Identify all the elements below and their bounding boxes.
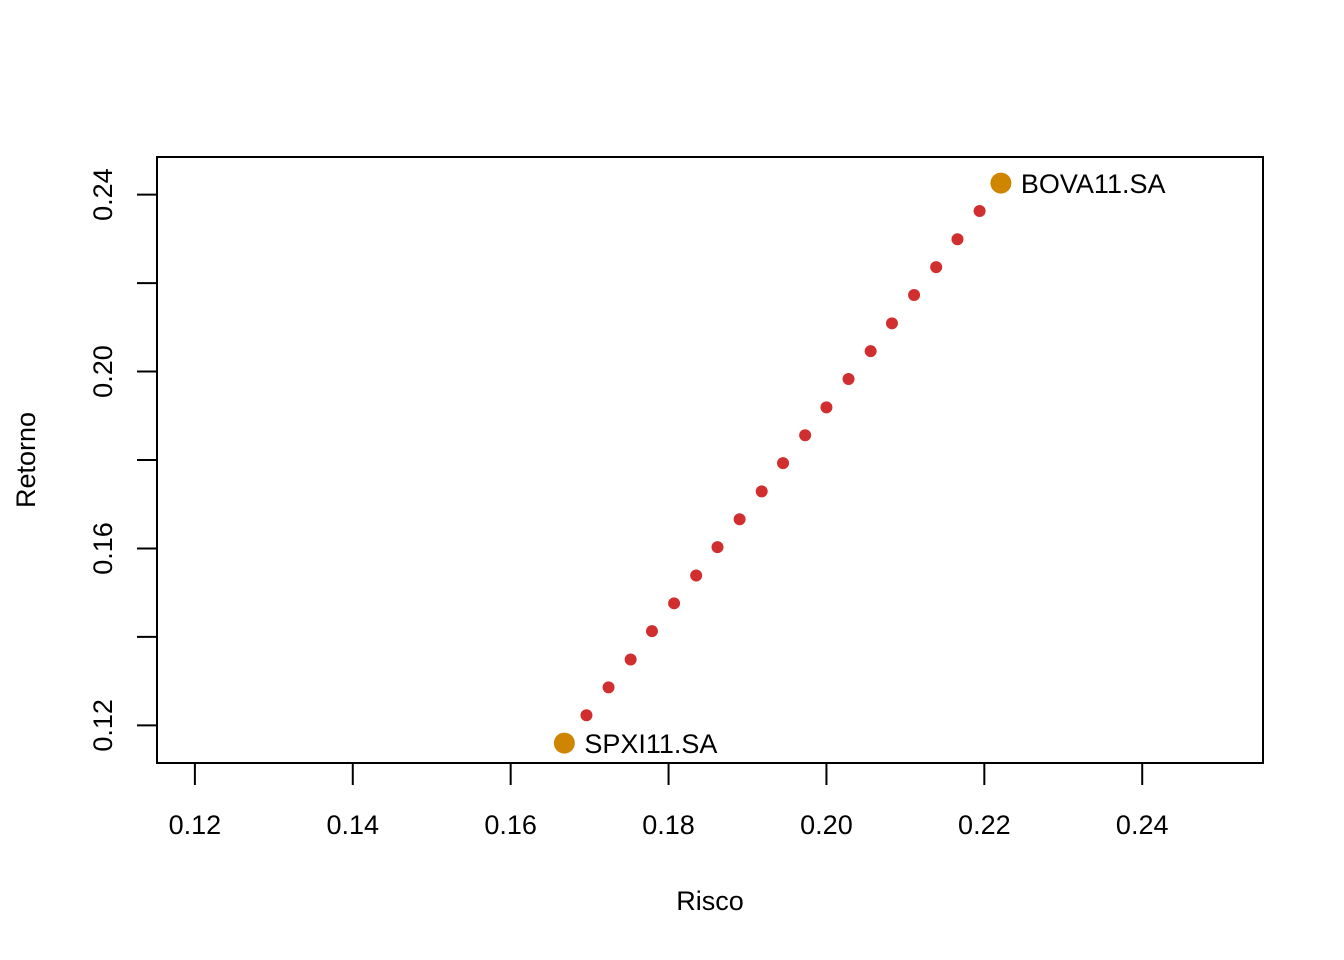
portfolio-point xyxy=(930,261,943,274)
asset-point xyxy=(553,732,575,754)
x-tick-label: 0.12 xyxy=(169,810,222,840)
y-tick-label: 0.12 xyxy=(88,699,118,752)
portfolio-point xyxy=(820,401,833,414)
asset-point xyxy=(990,172,1012,194)
portfolio-point xyxy=(668,597,681,610)
portfolio-point xyxy=(733,513,746,526)
x-tick-label: 0.16 xyxy=(484,810,537,840)
portfolio-point xyxy=(690,569,703,582)
x-axis: 0.12 0.14 0.16 0.18 0.20 0.22 0.24 xyxy=(169,762,1169,840)
x-tick-label: 0.20 xyxy=(800,810,853,840)
portfolio-point xyxy=(624,653,637,666)
portfolio-point xyxy=(951,233,964,246)
portfolio-point xyxy=(580,709,593,722)
y-tick-label: 0.24 xyxy=(88,168,118,221)
x-axis-title: Risco xyxy=(676,886,744,916)
portfolio-point xyxy=(799,429,812,442)
y-tick-label: 0.20 xyxy=(88,345,118,398)
asset-label: SPXI11.SA xyxy=(584,729,717,759)
portfolio-point xyxy=(711,541,724,554)
y-tick-label: 0.16 xyxy=(88,522,118,575)
portfolio-point xyxy=(864,345,877,358)
portfolio-point xyxy=(908,289,921,302)
portfolio-point xyxy=(885,317,898,330)
y-axis-title: Retorno xyxy=(11,412,41,508)
point-labels: SPXI11.SA BOVA11.SA xyxy=(584,169,1165,759)
plot-frame xyxy=(156,156,1264,764)
portfolio-point xyxy=(973,204,986,217)
x-tick-label: 0.24 xyxy=(1116,810,1169,840)
portfolio-point xyxy=(842,373,855,386)
x-tick-label: 0.18 xyxy=(642,810,695,840)
asset-label: BOVA11.SA xyxy=(1021,169,1166,199)
portfolio-point xyxy=(645,625,658,638)
portfolio-point xyxy=(755,485,768,498)
portfolio-point xyxy=(777,457,790,470)
x-tick-label: 0.22 xyxy=(958,810,1011,840)
x-tick-label: 0.14 xyxy=(326,810,379,840)
data-points xyxy=(553,172,1012,754)
portfolio-point xyxy=(602,681,615,694)
y-axis: 0.12 0.16 0.20 0.24 xyxy=(88,168,158,752)
